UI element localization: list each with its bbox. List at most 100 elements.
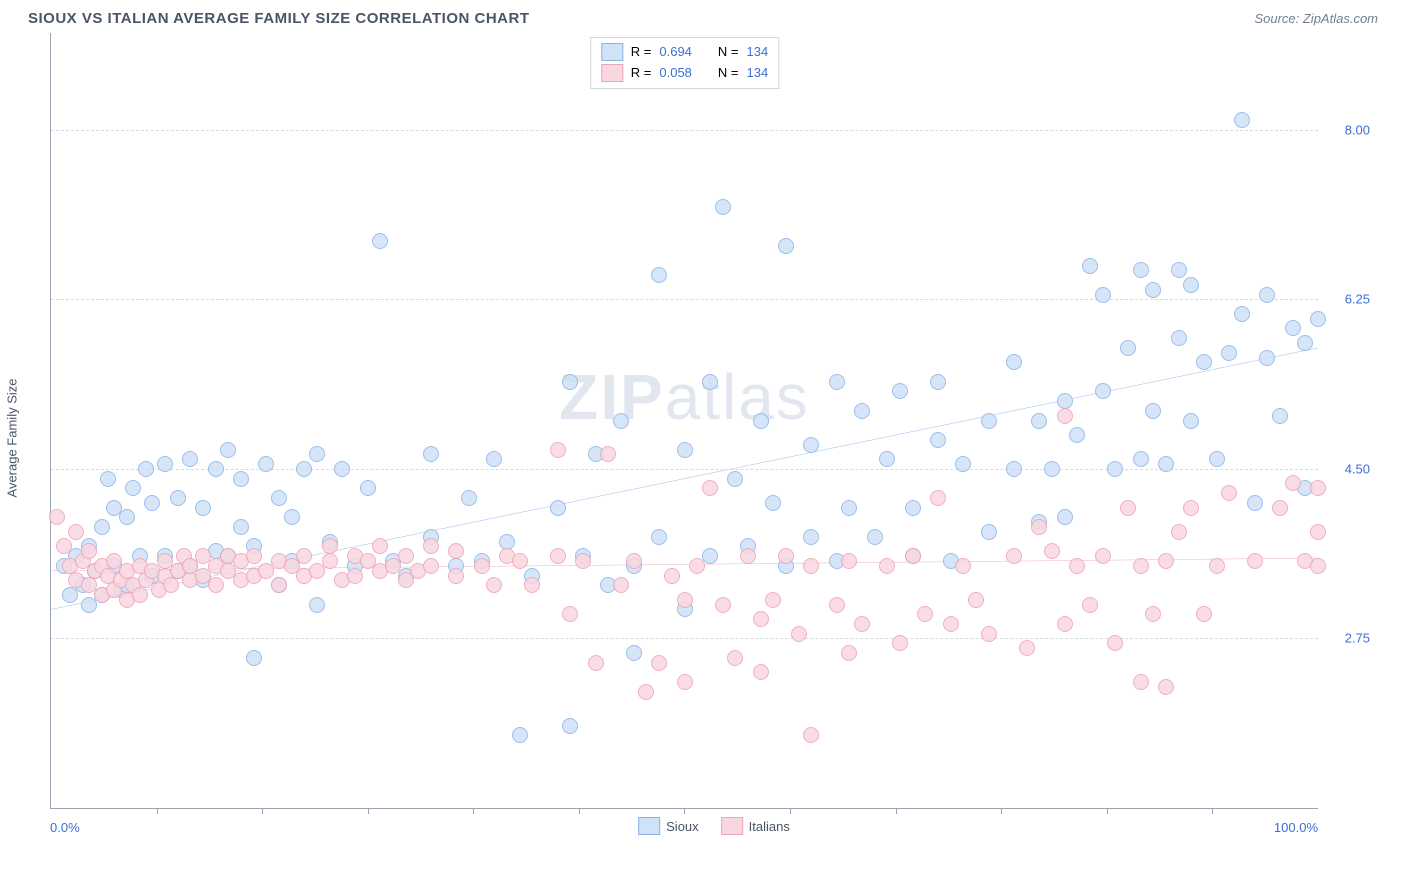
- data-point: [765, 495, 781, 511]
- data-point: [905, 548, 921, 564]
- data-point: [1196, 606, 1212, 622]
- x-tick: [368, 808, 369, 814]
- y-tick-label: 8.00: [1345, 122, 1370, 137]
- data-point: [1095, 548, 1111, 564]
- data-point: [968, 592, 984, 608]
- data-point: [163, 577, 179, 593]
- data-point: [715, 597, 731, 613]
- data-point: [170, 490, 186, 506]
- data-point: [182, 451, 198, 467]
- data-point: [119, 509, 135, 525]
- data-point: [600, 446, 616, 462]
- grid-line: [51, 299, 1318, 300]
- data-point: [955, 558, 971, 574]
- data-point: [753, 413, 769, 429]
- data-point: [1057, 509, 1073, 525]
- data-point: [296, 548, 312, 564]
- data-point: [372, 538, 388, 554]
- data-point: [1082, 258, 1098, 274]
- data-point: [651, 655, 667, 671]
- data-point: [1006, 354, 1022, 370]
- data-point: [68, 524, 84, 540]
- x-tick: [262, 808, 263, 814]
- data-point: [1107, 635, 1123, 651]
- data-point: [626, 553, 642, 569]
- data-point: [398, 548, 414, 564]
- data-point: [1310, 558, 1326, 574]
- x-tick: [473, 808, 474, 814]
- data-point: [1133, 558, 1149, 574]
- data-point: [1031, 519, 1047, 535]
- data-point: [892, 383, 908, 399]
- data-point: [562, 374, 578, 390]
- data-point: [753, 664, 769, 680]
- data-point: [246, 548, 262, 564]
- data-point: [1057, 408, 1073, 424]
- data-point: [1285, 320, 1301, 336]
- data-point: [981, 524, 997, 540]
- data-point: [854, 403, 870, 419]
- legend-series: Sioux Italians: [638, 817, 790, 835]
- data-point: [930, 374, 946, 390]
- data-point: [753, 611, 769, 627]
- data-point: [562, 718, 578, 734]
- data-point: [125, 480, 141, 496]
- legend-n-value-italians: 134: [747, 63, 769, 84]
- data-point: [208, 577, 224, 593]
- x-tick: [1107, 808, 1108, 814]
- data-point: [727, 471, 743, 487]
- data-point: [613, 577, 629, 593]
- legend-n-value-sioux: 134: [747, 42, 769, 63]
- data-point: [803, 727, 819, 743]
- data-point: [360, 480, 376, 496]
- data-point: [613, 413, 629, 429]
- data-point: [1234, 112, 1250, 128]
- y-tick-label: 2.75: [1345, 631, 1370, 646]
- data-point: [1297, 335, 1313, 351]
- data-point: [803, 529, 819, 545]
- data-point: [841, 553, 857, 569]
- data-point: [1247, 553, 1263, 569]
- data-point: [448, 568, 464, 584]
- watermark: ZIPatlas: [559, 360, 810, 434]
- data-point: [575, 553, 591, 569]
- data-point: [1133, 674, 1149, 690]
- data-point: [854, 616, 870, 632]
- data-point: [1044, 461, 1060, 477]
- data-point: [1158, 553, 1174, 569]
- data-point: [829, 597, 845, 613]
- data-point: [1234, 306, 1250, 322]
- data-point: [1183, 500, 1199, 516]
- data-point: [512, 727, 528, 743]
- data-point: [930, 490, 946, 506]
- data-point: [461, 490, 477, 506]
- data-point: [1272, 408, 1288, 424]
- data-point: [841, 500, 857, 516]
- data-point: [220, 442, 236, 458]
- data-point: [56, 538, 72, 554]
- data-point: [664, 568, 680, 584]
- data-point: [81, 543, 97, 559]
- legend-n-label: N =: [718, 42, 739, 63]
- data-point: [474, 558, 490, 574]
- x-tick: [684, 808, 685, 814]
- data-point: [867, 529, 883, 545]
- data-point: [372, 233, 388, 249]
- x-tick: [157, 808, 158, 814]
- x-tick: [790, 808, 791, 814]
- data-point: [94, 519, 110, 535]
- data-point: [132, 587, 148, 603]
- legend-label-sioux: Sioux: [666, 819, 699, 834]
- data-point: [778, 548, 794, 564]
- data-point: [423, 446, 439, 462]
- data-point: [486, 451, 502, 467]
- data-point: [1145, 403, 1161, 419]
- legend-swatch-italians-bottom: [721, 817, 743, 835]
- data-point: [233, 471, 249, 487]
- data-point: [651, 267, 667, 283]
- data-point: [100, 471, 116, 487]
- data-point: [296, 461, 312, 477]
- x-tick: [1001, 808, 1002, 814]
- x-tick: [896, 808, 897, 814]
- data-point: [1310, 480, 1326, 496]
